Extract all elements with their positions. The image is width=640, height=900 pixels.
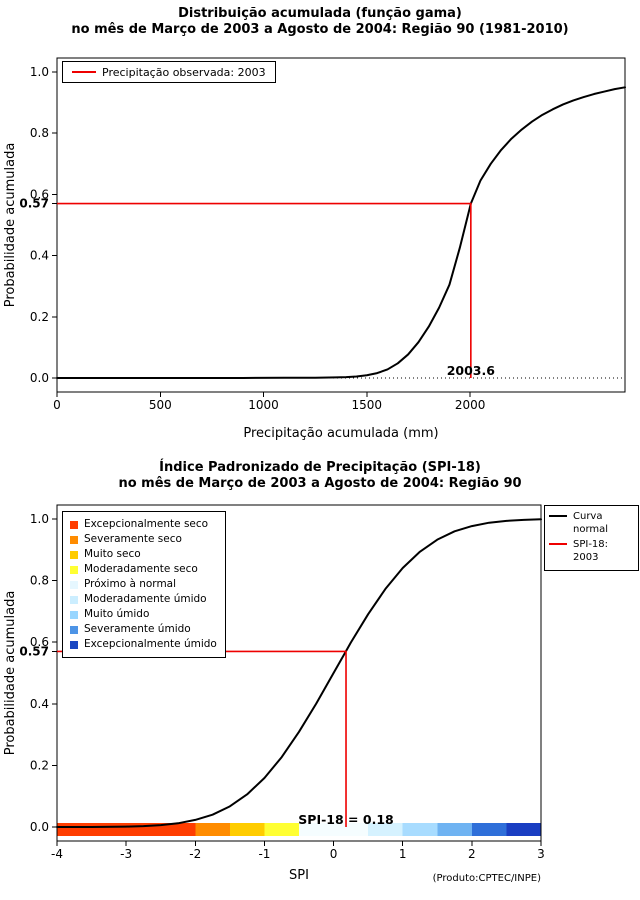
x-tick-label: 3	[537, 847, 545, 861]
plot-box	[56, 504, 542, 842]
legend-item: Muito seco	[70, 547, 217, 562]
gamma-chart-legend: Precipitação observada: 2003	[62, 61, 276, 83]
category-color-swatch-icon	[70, 520, 78, 529]
category-color-swatch-icon	[70, 565, 78, 574]
legend-item-label: Curva normal	[573, 511, 609, 535]
y-tick-label: 1.0	[30, 512, 49, 526]
legend-item-label: Moderadamente úmido	[84, 593, 207, 605]
cdf-curve	[56, 86, 626, 379]
y-tick-label: 0.4	[30, 249, 49, 263]
guide-label: SPI-18 = 0.18	[298, 812, 393, 827]
y-tick-label: 0.8	[30, 574, 49, 588]
y-tick-label: 0.2	[30, 758, 49, 772]
y-tick-label: 0.0	[30, 371, 49, 385]
x-tick-label: -1	[258, 847, 270, 861]
legend-item-label: Muito seco	[84, 548, 141, 560]
legend-item: Severamente úmido	[70, 622, 217, 637]
colorbar-segment	[471, 823, 507, 836]
gamma-chart-title: Distribuição acumulada (função gama)	[178, 6, 462, 21]
y-axis-title: Probabilidade acumulada	[3, 143, 18, 308]
spi-categories-legend: Excepcionalmente seco Severamente seco Mui…	[62, 511, 226, 658]
legend-item-label: Muito úmido	[84, 608, 150, 620]
y-tick-label: 0.6	[30, 635, 49, 649]
x-tick-label: 500	[149, 398, 172, 412]
line-sample-icon	[72, 71, 96, 73]
legend-item-label: SPI-18: 2003	[573, 539, 609, 563]
y-tick-label-extra: 0.57	[19, 644, 49, 658]
y-axis-title: Probabilidade acumulada	[3, 591, 18, 756]
spi-chart-subtitle: no mês de Março de 2003 a Agosto de 2004…	[118, 476, 522, 491]
colorbar-segment	[57, 823, 196, 836]
line-sample-icon	[549, 515, 567, 517]
legend-item: Excepcionalmente seco	[70, 517, 217, 532]
spi-chart-title: Índice Padronizado de Precipitação (SPI-…	[159, 460, 481, 475]
gamma-chart-subtitle: no mês de Março de 2003 a Agosto de 2004…	[71, 22, 569, 37]
x-tick-label: -4	[51, 847, 63, 861]
legend-item-label: Precipitação observada: 2003	[102, 65, 266, 79]
x-axis-title: SPI	[289, 868, 309, 883]
legend-item: Precipitação observada: 2003	[72, 65, 266, 80]
legend-item: Severamente seco	[70, 532, 217, 547]
y-tick-label: 0.2	[30, 310, 49, 324]
y-tick-label-extra: 0.57	[19, 197, 49, 211]
legend-item-label: Excepcionalmente úmido	[84, 638, 217, 650]
legend-item-label: Excepcionalmente seco	[84, 518, 209, 530]
colorbar-segment	[437, 823, 472, 836]
spi-chart-svg: -4 -3 -2 -1 0 1 2 3 0.0 0.2 0.4 0.6 0.8 1.0 0.57 SPI Pro…	[3, 504, 545, 884]
plot-box	[56, 57, 626, 393]
colorbar-segment	[299, 823, 369, 836]
legend-item-label: Moderadamente seco	[84, 563, 198, 575]
category-color-swatch-icon	[70, 640, 78, 649]
category-color-swatch-icon	[70, 550, 78, 559]
x-tick-label: 0	[53, 398, 61, 412]
guide-lines	[57, 202, 472, 378]
guide-lines	[57, 650, 347, 827]
colorbar-segment	[368, 823, 403, 836]
x-tick-label: 1500	[352, 398, 383, 412]
spi-curves-legend: Curva normal SPI-18: 2003	[544, 505, 639, 571]
line-sample-icon	[549, 543, 567, 545]
legend-item-label: Próximo à normal	[84, 578, 177, 590]
gamma-chart-svg: 0 500 1000 1500 20000.00.20.40.60.81.00.57Pr…	[3, 57, 626, 441]
category-color-swatch-icon	[70, 610, 78, 619]
category-color-swatch-icon	[70, 535, 78, 544]
category-color-swatch-icon	[70, 580, 78, 589]
colorbar-segment	[195, 823, 230, 836]
cdf-curve	[56, 518, 542, 828]
category-color-swatch-icon	[70, 625, 78, 634]
y-tick-label: 0.6	[30, 187, 49, 201]
legend-item: Excepcionalmente úmido	[70, 637, 217, 652]
x-tick-label: -2	[189, 847, 201, 861]
x-tick-label: 1	[399, 847, 407, 861]
x-axis-title: Precipitação acumulada (mm)	[243, 426, 438, 441]
colorbar-segment	[264, 823, 299, 836]
legend-item: Próximo à normal	[70, 577, 217, 592]
y-tick-label: 0.4	[30, 697, 49, 711]
colorbar-segment	[229, 823, 265, 836]
legend-item: Curva normal	[549, 510, 634, 536]
legend-item: SPI-18: 2003	[549, 538, 634, 564]
x-tick-label: 1000	[248, 398, 279, 412]
colorbar-segment	[506, 823, 541, 836]
colorbar-segment	[402, 823, 438, 836]
legend-item: Muito úmido	[70, 607, 217, 622]
guide-label: 2003.6	[447, 363, 496, 378]
legend-item-label: Severamente úmido	[84, 623, 191, 635]
x-tick-label: 0	[330, 847, 338, 861]
x-tick-label: -3	[120, 847, 132, 861]
x-tick-label: 2	[468, 847, 476, 861]
y-tick-label: 0.0	[30, 820, 49, 834]
y-tick-label: 0.8	[30, 126, 49, 140]
credit-text: (Produto:CPTEC/INPE)	[433, 873, 541, 884]
legend-item: Moderadamente úmido	[70, 592, 217, 607]
category-color-swatch-icon	[70, 595, 78, 604]
legend-item-label: Severamente seco	[84, 533, 182, 545]
legend-item: Moderadamente seco	[70, 562, 217, 577]
y-tick-label: 1.0	[30, 65, 49, 79]
x-tick-label: 2000	[455, 398, 486, 412]
